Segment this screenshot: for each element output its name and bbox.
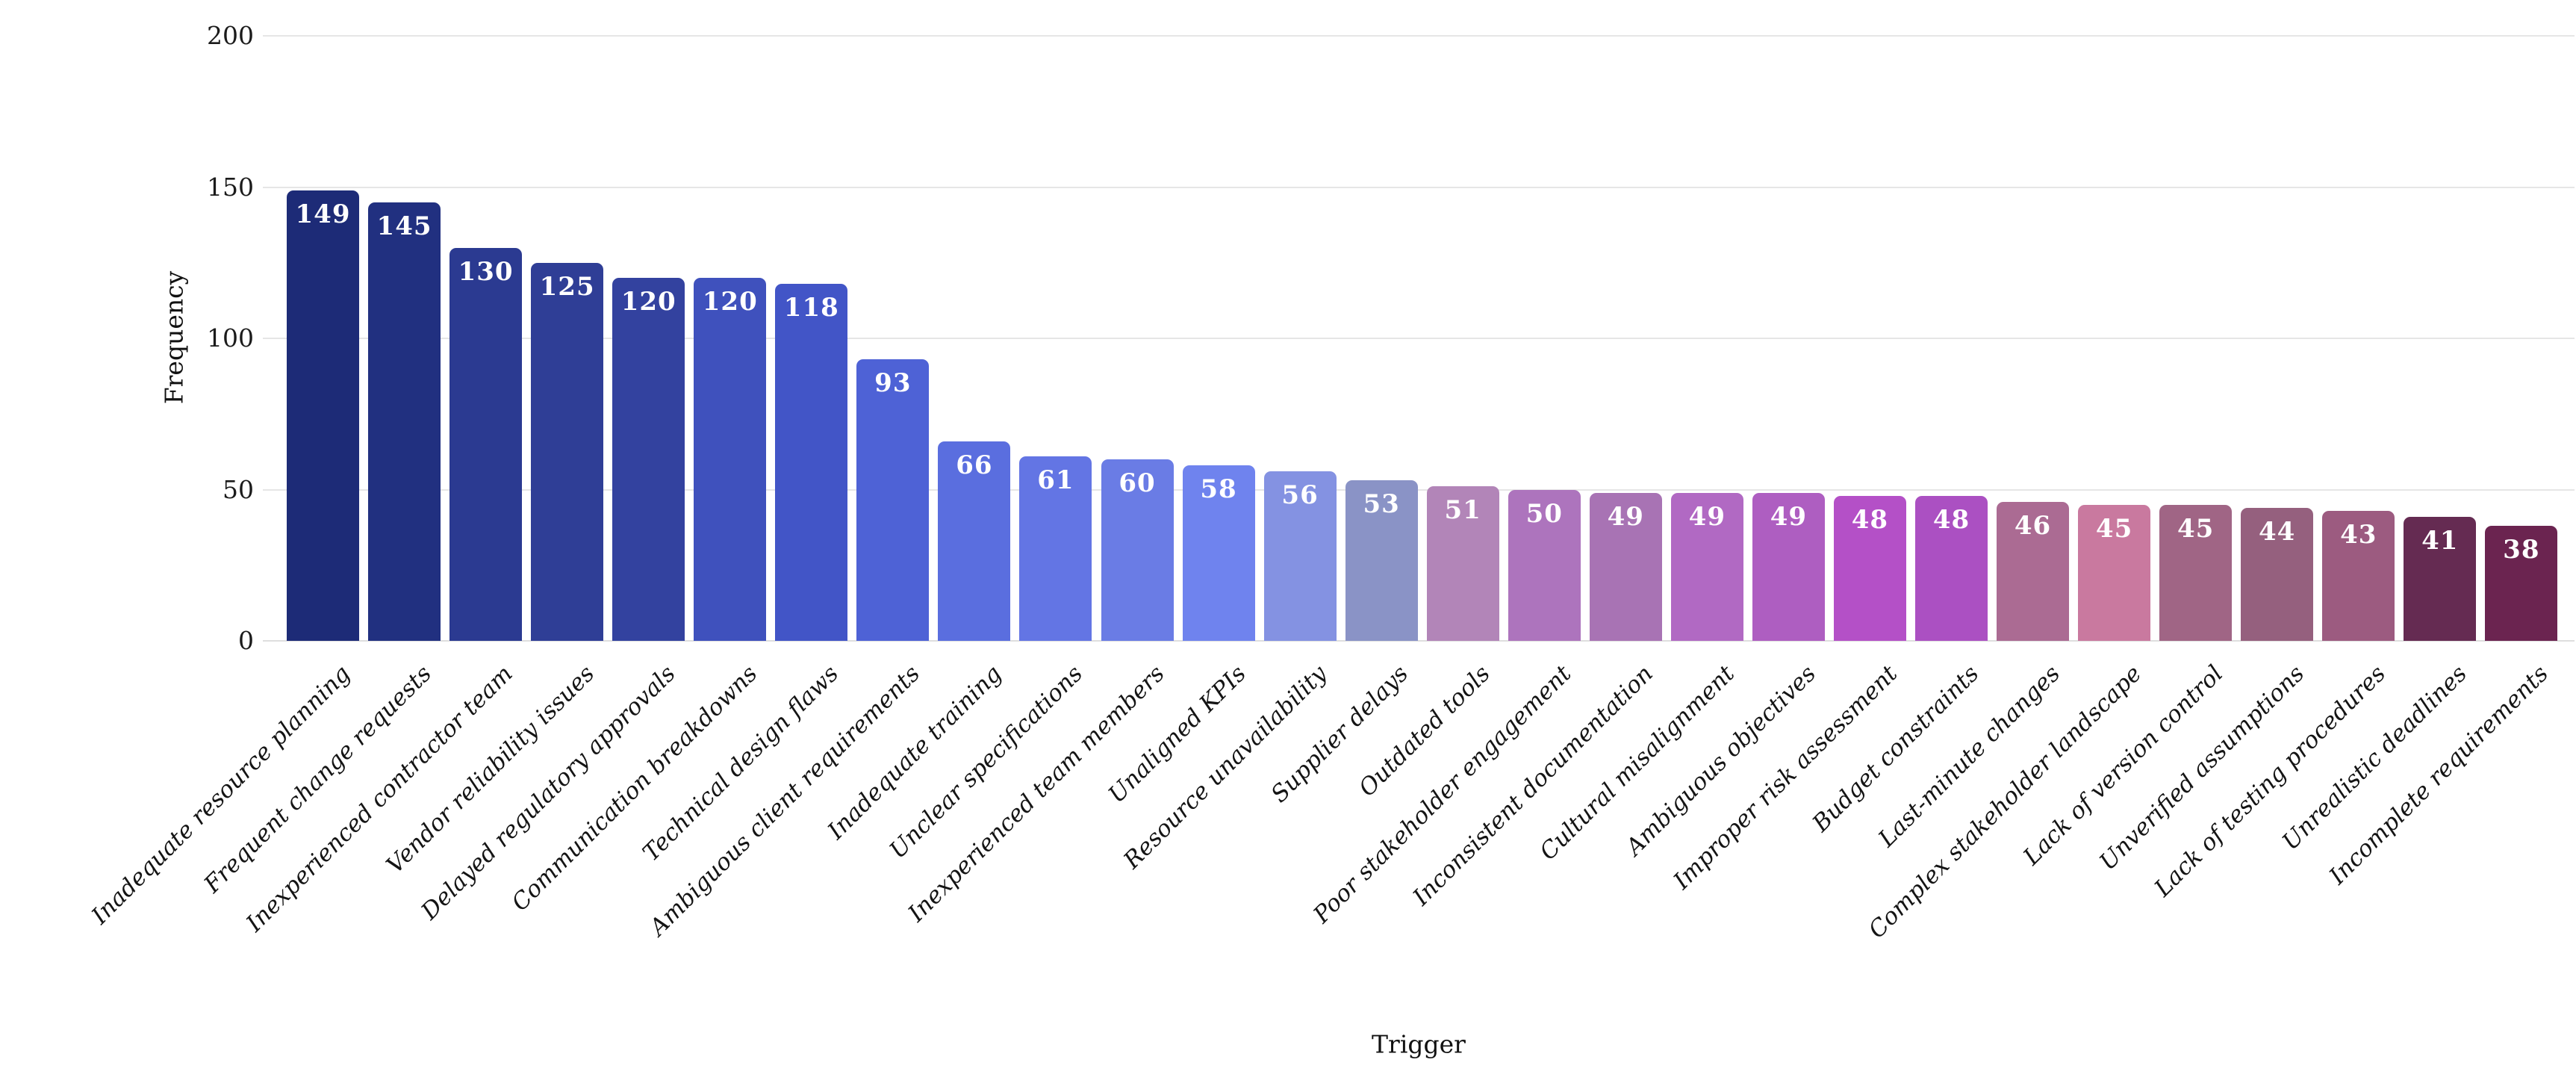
bar: 48 — [1915, 495, 1988, 641]
bar: 49 — [1670, 492, 1743, 641]
bar-value-label: 125 — [539, 271, 595, 302]
bar-value-label: 66 — [956, 450, 993, 480]
bar: 48 — [1833, 495, 1906, 641]
bar: 145 — [368, 202, 441, 641]
bar-value-label: 49 — [1688, 501, 1726, 532]
bar: 130 — [449, 247, 523, 641]
bar-value-label: 120 — [702, 287, 758, 317]
bar: 46 — [1997, 501, 2070, 641]
y-tick-label: 200 — [207, 21, 254, 50]
bar-value-label: 49 — [1607, 501, 1644, 532]
bar-value-label: 145 — [376, 211, 432, 241]
y-tick-label: 100 — [207, 323, 254, 353]
bar-value-label: 46 — [2014, 510, 2052, 541]
bar: 60 — [1101, 459, 1174, 641]
bar: 120 — [612, 278, 685, 641]
bar-value-label: 41 — [2421, 525, 2459, 556]
bar: 118 — [775, 284, 848, 641]
gridline — [263, 186, 2575, 188]
bar: 38 — [2485, 526, 2558, 641]
bar: 49 — [1752, 492, 1825, 641]
gridline — [263, 35, 2575, 37]
bar-value-label: 45 — [2177, 513, 2215, 544]
bar-value-label: 44 — [2259, 516, 2296, 547]
bar: 51 — [1426, 486, 1499, 641]
bar-value-label: 48 — [1851, 504, 1889, 535]
gridline — [263, 488, 2575, 491]
bar-value-label: 49 — [1770, 501, 1808, 532]
bar-value-label: 51 — [1444, 495, 1481, 526]
bar: 43 — [2322, 510, 2395, 641]
bar-value-label: 120 — [620, 287, 676, 317]
bar-value-label: 56 — [1281, 480, 1319, 511]
x-axis-line — [263, 640, 2575, 642]
bar: 45 — [2159, 504, 2233, 641]
bar-value-label: 118 — [783, 293, 839, 323]
y-tick-label: 150 — [207, 172, 254, 202]
bar: 49 — [1589, 492, 1662, 641]
bar: 53 — [1345, 480, 1418, 641]
y-tick-label: 0 — [238, 626, 254, 655]
bar: 93 — [856, 359, 930, 641]
bar: 44 — [2241, 507, 2314, 641]
bar: 50 — [1508, 489, 1581, 641]
bar-value-label: 93 — [874, 368, 912, 399]
bar: 61 — [1019, 456, 1092, 641]
gridline — [263, 338, 2575, 339]
bar: 58 — [1182, 465, 1255, 641]
x-axis-title: Trigger — [1372, 1029, 1466, 1059]
bar: 41 — [2404, 516, 2477, 641]
bar: 149 — [287, 190, 359, 641]
bar-value-label: 53 — [1363, 489, 1400, 520]
bar-value-label: 38 — [2503, 535, 2540, 565]
bar-value-label: 60 — [1119, 468, 1156, 498]
bar: 45 — [2078, 504, 2151, 641]
bar-value-label: 58 — [1200, 474, 1237, 505]
bar: 125 — [531, 262, 604, 641]
bar-value-label: 45 — [2095, 513, 2133, 544]
bar-value-label: 149 — [295, 199, 351, 229]
bar-value-label: 61 — [1037, 465, 1074, 495]
bar: 56 — [1263, 471, 1337, 641]
x-tick-label: Supplier delays — [1266, 660, 1414, 808]
bar-value-label: 48 — [1932, 504, 1970, 535]
bar-value-label: 130 — [458, 256, 514, 287]
bar-value-label: 50 — [1525, 498, 1563, 529]
bar: 66 — [938, 441, 1011, 641]
bar: 120 — [694, 278, 767, 641]
bar-value-label: 43 — [2340, 519, 2377, 550]
y-tick-label: 50 — [223, 474, 254, 504]
x-tick-label: Unaligned KPIs — [1103, 660, 1251, 809]
